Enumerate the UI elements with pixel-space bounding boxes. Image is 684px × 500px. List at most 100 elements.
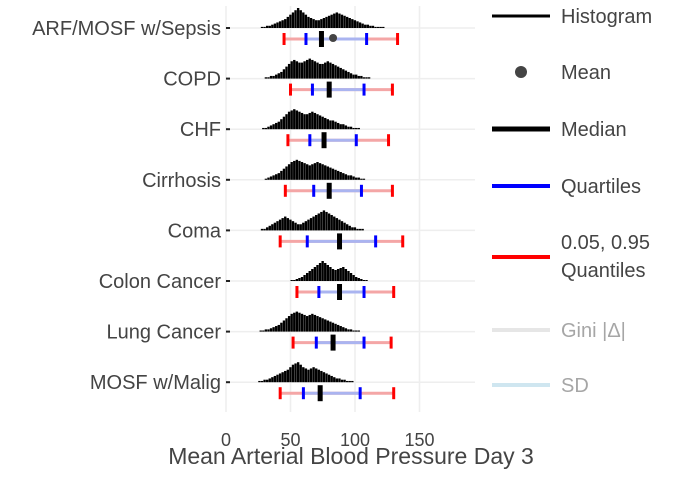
histogram-bar [317,213,320,231]
category-row: Cirrhosis [142,159,475,199]
histogram-bar [362,178,366,180]
histogram-bar [324,263,327,281]
histogram-bar [343,379,346,383]
histogram-bar [362,77,366,79]
histogram-bar [299,224,302,231]
legend-label: Histogram [561,6,652,28]
histogram-bar [273,375,277,383]
histogram-bar [304,14,308,28]
histogram-bar [311,59,314,79]
histogram-bar [264,178,268,180]
histogram-bar [296,362,300,383]
histogram-bar [351,380,354,383]
histogram-bar [357,278,360,281]
histogram-bar [339,172,342,180]
histogram-bar [315,215,318,231]
histogram-bar [334,65,337,79]
histogram-bar [330,375,333,383]
histogram-bar [338,13,341,28]
histogram-bar [321,116,324,130]
histogram-bar [277,73,280,79]
histogram-bar [300,313,304,332]
category-label: CHF [180,119,221,141]
histogram-bar [287,316,291,332]
histogram-bar [298,62,301,79]
histogram-bar [360,178,363,180]
histogram-bar [333,13,336,28]
histogram-bar [267,77,270,79]
histogram-bar [331,168,335,180]
histogram-bar [295,159,299,180]
histogram-bar [309,18,313,28]
legend-item: Quartiles [492,176,641,198]
histogram-bar [348,380,351,383]
histogram-bar [289,367,292,383]
histogram-bar [263,26,266,28]
histogram-bar [339,268,342,281]
histogram-bar [259,330,262,332]
histogram-bar [309,218,313,231]
histogram-bar [342,327,345,332]
histogram-bar [317,369,320,383]
histogram-bar [271,377,274,383]
histogram-bar [360,279,363,281]
histogram-bar [312,216,315,231]
histogram-bar [339,124,342,130]
histogram-bar [296,8,300,28]
histogram-bar [286,16,290,28]
histogram-bar [269,125,273,130]
histogram-bar [352,176,355,180]
histogram-bar [336,122,340,130]
legend-label-line: Histogram [561,6,652,28]
histogram-bar [329,62,332,79]
histogram-bar [287,63,291,79]
histogram-bar [345,16,349,28]
histogram-bar [324,117,327,130]
histogram-bar [258,380,261,383]
histogram-bar [344,70,348,79]
histogram-bar [305,273,309,281]
histogram-bar [351,227,354,231]
histogram-bar [369,25,372,28]
histogram-bar [362,280,366,281]
histogram-bar [320,211,323,231]
histogram-bar [357,75,360,79]
legend-item: SD [492,375,589,397]
histogram-bar [365,77,368,79]
histogram-bar [316,265,319,281]
mean-point [329,34,338,42]
histogram-bar [286,369,290,383]
histogram-bar [291,221,295,231]
histogram-bar [303,61,306,79]
histogram-bar [347,329,350,332]
histogram-bar [262,330,265,332]
histogram-bar [357,330,360,332]
histogram-bar [340,221,344,231]
histogram-bar [260,228,264,231]
histogram-bar [308,314,311,332]
histogram-bar [311,164,314,180]
histogram-bar [342,124,345,130]
histogram-bar [355,277,358,281]
histogram-bar [295,311,299,332]
x-axis: 0 50 100 150 [221,430,435,450]
histogram-bar [275,326,278,332]
histogram-bar [300,162,304,180]
histogram-bar [267,177,270,180]
legend-item: 0.05, 0.95 Quantiles [492,232,650,282]
histogram-bar [342,69,345,79]
histogram-bar [277,173,280,180]
histogram-bar [290,280,293,281]
legend-label: Quartiles [561,176,641,198]
histogram-bar [343,222,346,231]
histogram-bar [324,165,327,180]
histogram-bar [357,177,360,180]
category-label: MOSF w/Malig [90,372,221,394]
x-tick-label: 50 [280,430,300,450]
histogram-bar [309,368,313,383]
histogram-bar [308,271,311,281]
histogram-bar [278,373,282,383]
histogram-bar [291,12,295,28]
histogram-bar [294,363,297,383]
